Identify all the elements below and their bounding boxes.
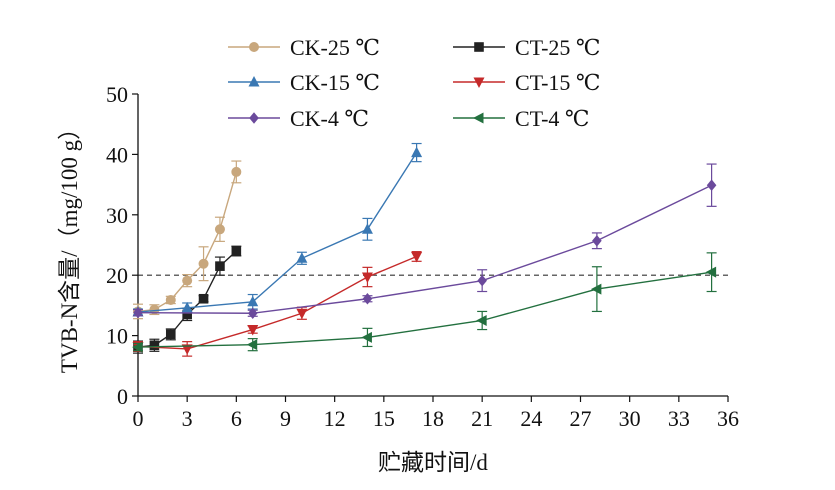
- x-tick-label: 36: [717, 406, 739, 431]
- data-point: [296, 308, 308, 320]
- data-point: [476, 315, 487, 326]
- data-point: [182, 309, 192, 320]
- data-point: [231, 166, 242, 177]
- legend-marker: [473, 112, 484, 124]
- legend-item: CK-15 ℃: [228, 70, 380, 95]
- legend-marker: [473, 77, 485, 88]
- data-point: [296, 252, 308, 263]
- data-point: [231, 246, 242, 256]
- legend-label: CK-15 ℃: [290, 70, 380, 95]
- series-5: [133, 163, 717, 320]
- series-line: [137, 152, 418, 313]
- data-point: [705, 266, 717, 278]
- x-tick-label: 9: [280, 406, 291, 431]
- y-tick-label: 0: [117, 384, 128, 409]
- legend-label: CT-4 ℃: [515, 106, 590, 131]
- legend-label: CT-15 ℃: [515, 70, 601, 95]
- y-axis-ticks: 0 10 20 30 40 50: [106, 82, 138, 409]
- series-line: [137, 255, 417, 350]
- data-point: [411, 146, 423, 158]
- data-point: [181, 301, 193, 313]
- data-point: [247, 325, 259, 336]
- axes: [137, 94, 728, 397]
- data-point: [149, 340, 160, 351]
- legend-marker: [474, 42, 484, 52]
- x-axis-ticks: 0 3 6 9 12 15 18 21 24 27 30 33 36: [133, 396, 739, 431]
- series-4: [132, 251, 423, 357]
- y-tick-label: 20: [106, 263, 128, 288]
- data-point: [214, 224, 225, 235]
- y-tick-label: 40: [106, 142, 128, 167]
- legend-item: CT-25 ℃: [453, 35, 601, 60]
- data-point: [361, 223, 373, 234]
- x-tick-label: 0: [133, 406, 144, 431]
- data-point: [165, 329, 176, 340]
- x-tick-label: 6: [231, 406, 242, 431]
- data-point: [165, 294, 176, 305]
- legend-label: CK-25 ℃: [290, 35, 380, 60]
- data-point: [246, 339, 258, 351]
- legend-item: CK-4 ℃: [228, 106, 369, 131]
- x-tick-label: 33: [668, 406, 690, 431]
- data-point: [181, 344, 193, 355]
- series-line: [137, 184, 712, 314]
- data-point: [198, 258, 209, 269]
- x-tick-label: 15: [373, 406, 395, 431]
- series-line: [137, 271, 712, 348]
- series-6: [132, 252, 717, 353]
- data-point: [133, 306, 143, 319]
- series-1: [133, 160, 242, 320]
- data-point: [477, 274, 487, 287]
- data-point: [198, 293, 209, 304]
- legend-marker: [249, 112, 259, 124]
- legend-label: CK-4 ℃: [290, 106, 369, 131]
- legend-label: CT-25 ℃: [515, 35, 601, 60]
- series-3: [132, 142, 423, 317]
- data-point: [132, 341, 143, 353]
- data-point: [362, 292, 373, 305]
- legend-item: CT-4 ℃: [453, 106, 590, 131]
- data-point: [706, 179, 717, 192]
- x-tick-label: 21: [471, 406, 493, 431]
- legend: CK-25 ℃ CK-15 ℃ CK-4 ℃ CT-25 ℃ CT-15 ℃ CT-4 ℃: [228, 35, 601, 131]
- data-point: [592, 234, 602, 247]
- y-axis-title: TVB-N含量/（mg/100 g）: [57, 117, 82, 373]
- x-tick-label: 3: [182, 406, 193, 431]
- series-layer: [132, 142, 717, 357]
- data-point: [247, 295, 259, 307]
- data-point: [590, 283, 602, 295]
- x-tick-label: 18: [422, 406, 444, 431]
- y-tick-label: 10: [106, 324, 128, 349]
- legend-marker: [248, 76, 260, 87]
- data-point: [411, 251, 423, 263]
- legend-marker: [249, 42, 259, 52]
- legend-item: CK-25 ℃: [228, 35, 380, 60]
- data-point: [361, 331, 372, 343]
- data-point: [215, 261, 225, 271]
- y-tick-label: 30: [106, 203, 128, 228]
- data-point: [361, 272, 373, 284]
- x-tick-label: 30: [619, 406, 641, 431]
- y-tick-label: 50: [106, 82, 128, 107]
- x-tick-label: 27: [570, 406, 592, 431]
- legend-item: CT-15 ℃: [453, 70, 601, 95]
- x-tick-label: 12: [324, 406, 346, 431]
- data-point: [182, 275, 193, 286]
- x-axis-title: 贮藏时间/d: [378, 450, 488, 475]
- data-point: [247, 307, 258, 320]
- x-tick-label: 24: [520, 406, 542, 431]
